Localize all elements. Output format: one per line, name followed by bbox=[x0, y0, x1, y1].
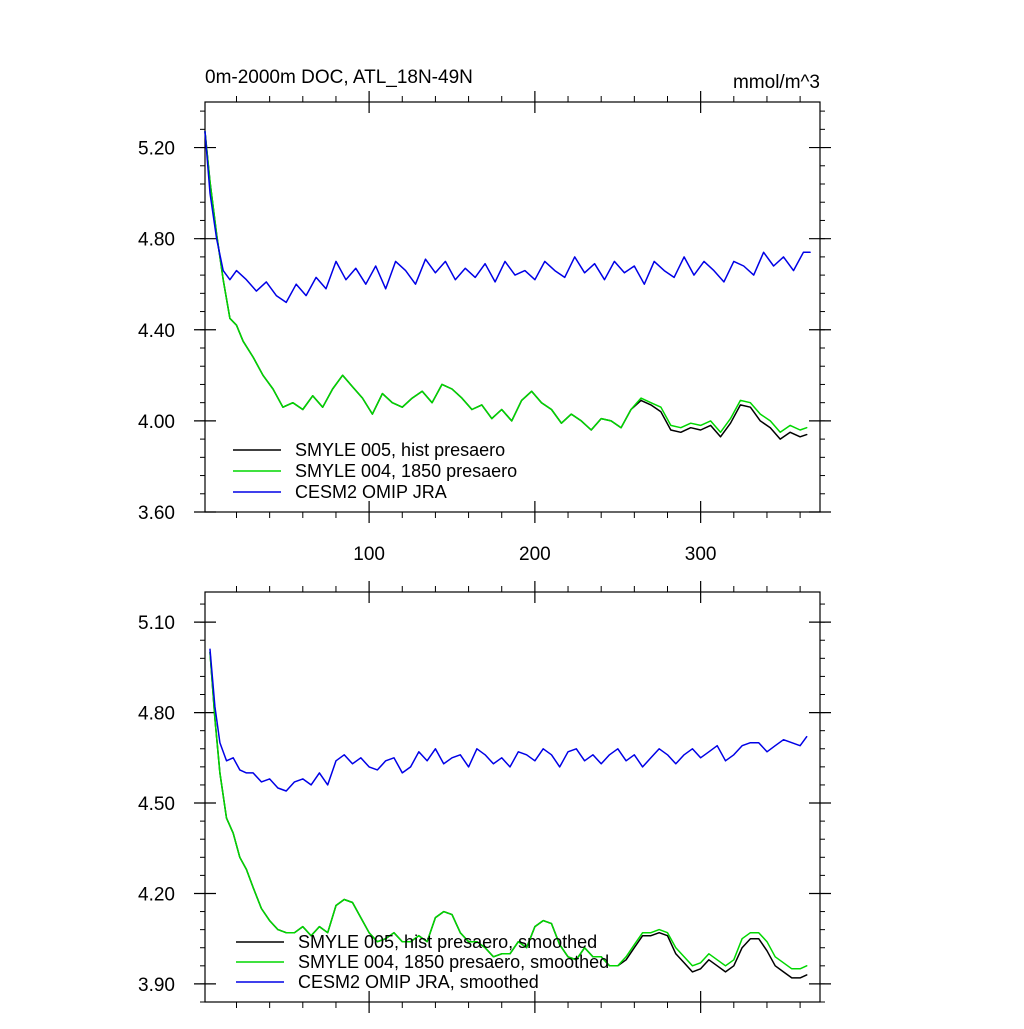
series-line-3 bbox=[204, 130, 811, 304]
y-tick-label: 4.50 bbox=[138, 794, 175, 815]
legend-label: SMYLE 005, hist presaero bbox=[295, 440, 505, 460]
y-tick-label: 5.10 bbox=[138, 613, 175, 634]
y-tick-label: 3.60 bbox=[138, 503, 175, 524]
legend-label: CESM2 OMIP JRA bbox=[295, 482, 447, 502]
y-tick-label: 5.20 bbox=[138, 139, 175, 160]
legend-label: SMYLE 004, 1850 presaero bbox=[295, 461, 517, 481]
top-panel: 0m-2000m DOC, ATL_18N-49N mmol/m^3 3.60 4… bbox=[138, 67, 831, 565]
legend-label: CESM2 OMIP JRA, smoothed bbox=[298, 972, 539, 992]
x-tick-label: 300 bbox=[685, 544, 717, 565]
legend-label: SMYLE 004, 1850 presaero, smoothed bbox=[298, 952, 609, 972]
y-tick-label: 4.20 bbox=[138, 884, 175, 905]
x-tick-label: 200 bbox=[519, 544, 551, 565]
legend-label: SMYLE 005, hist presaero, smoothed bbox=[298, 932, 597, 952]
y-tick-label: 4.40 bbox=[138, 321, 175, 342]
x-tick-label: 100 bbox=[353, 544, 385, 565]
y-tick-label: 3.90 bbox=[138, 975, 175, 996]
units-label: mmol/m^3 bbox=[733, 72, 820, 93]
series-line-2 bbox=[209, 651, 808, 970]
series-line-2 bbox=[204, 130, 808, 434]
series-line-3 bbox=[209, 648, 808, 792]
plot-frame bbox=[204, 591, 821, 1003]
y-tick-label: 4.80 bbox=[138, 704, 175, 725]
chart-title: 0m-2000m DOC, ATL_18N-49N bbox=[205, 67, 473, 88]
plot-frame bbox=[204, 101, 821, 513]
y-tick-label: 4.80 bbox=[138, 230, 175, 251]
y-tick-label: 4.00 bbox=[138, 412, 175, 433]
bottom-panel: 3.90 4.20 4.50 4.80 5.10 SMYLE 005, hist pres… bbox=[138, 581, 831, 1013]
